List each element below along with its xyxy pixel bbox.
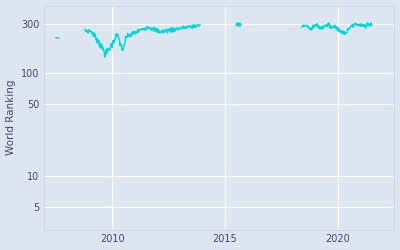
- Y-axis label: World Ranking: World Ranking: [6, 80, 16, 155]
